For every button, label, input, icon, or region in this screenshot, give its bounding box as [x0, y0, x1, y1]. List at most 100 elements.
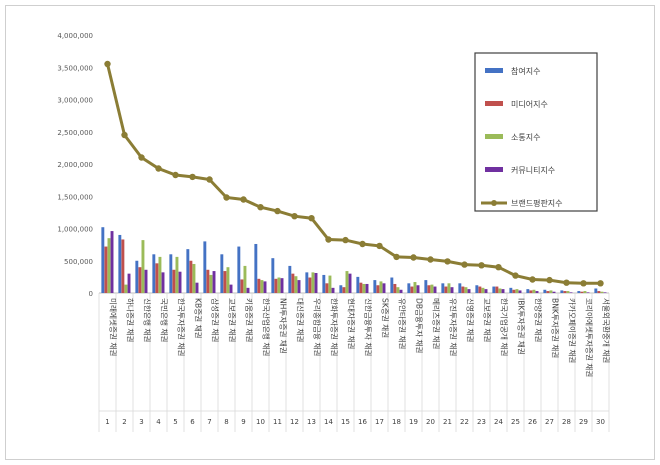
bar — [229, 284, 233, 293]
bar — [212, 271, 216, 293]
category-label: 신영증권 채권 — [466, 298, 476, 342]
y-tick-label: 1,000,000 — [57, 226, 93, 234]
bar — [356, 276, 360, 294]
bar — [393, 283, 397, 293]
bar — [135, 260, 139, 293]
bar — [138, 267, 142, 293]
bar — [597, 291, 601, 293]
bar — [376, 285, 380, 293]
bar — [552, 291, 556, 293]
bar — [223, 271, 227, 293]
bar — [512, 289, 516, 293]
bar — [560, 290, 564, 293]
category-label: 유진투자증권 채권 — [449, 298, 459, 356]
line-point — [325, 236, 332, 243]
category-label: 유안타증권 채권 — [398, 298, 408, 349]
bar — [127, 273, 131, 293]
category-label: 미래에셋증권 채권 — [109, 298, 119, 356]
bar — [526, 289, 530, 293]
rank-label: 7 — [207, 418, 211, 426]
bar — [603, 292, 607, 293]
bar — [322, 274, 326, 293]
bar — [481, 287, 485, 293]
rank-label: 20 — [426, 418, 435, 426]
y-tick-label: 3,000,000 — [57, 97, 93, 105]
category-label: 한화투자증권 채권 — [330, 298, 340, 356]
bar — [464, 287, 468, 293]
bar — [155, 263, 159, 293]
bar — [600, 291, 604, 293]
y-tick-label: 2,500,000 — [57, 129, 93, 137]
bar — [532, 289, 536, 293]
bar — [444, 286, 448, 293]
line-point — [189, 173, 196, 181]
bar — [348, 273, 352, 293]
bar — [254, 243, 258, 293]
bar — [110, 231, 114, 293]
bar — [484, 289, 488, 293]
category-label: 우리종합금융 채권 — [313, 298, 323, 356]
bar — [577, 291, 581, 293]
legend-swatch — [485, 134, 503, 139]
bar — [172, 269, 176, 293]
legend-swatch — [485, 68, 503, 73]
bar — [206, 269, 210, 293]
bar — [535, 291, 539, 293]
bar — [410, 286, 414, 293]
bar — [441, 283, 445, 293]
category-label: 현대차증권 채권 — [347, 298, 357, 349]
line-point — [138, 154, 145, 161]
bar — [325, 283, 329, 293]
bar — [274, 278, 278, 293]
rank-label: 19 — [409, 418, 418, 426]
bar — [413, 282, 417, 293]
line-point — [274, 207, 281, 215]
rank-label: 17 — [375, 418, 384, 426]
bar — [144, 269, 148, 293]
bar — [220, 254, 224, 293]
y-tick-label: 500,000 — [64, 258, 93, 266]
bar — [498, 288, 502, 293]
line-point — [155, 165, 162, 172]
bar — [563, 291, 567, 293]
bar — [118, 234, 122, 293]
rank-label: 13 — [307, 418, 316, 426]
rank-label: 5 — [173, 418, 177, 426]
bar — [195, 282, 199, 293]
bar — [390, 277, 394, 293]
category-label: 한국산업은행 채권 — [262, 298, 272, 356]
line-point — [495, 264, 502, 271]
bar — [580, 291, 584, 293]
bar — [331, 287, 335, 293]
rank-label: 29 — [579, 418, 588, 426]
legend-label: 미디어지수 — [511, 99, 548, 109]
line-point — [580, 280, 587, 287]
bar — [359, 282, 363, 293]
bar — [280, 278, 284, 293]
rank-label: 12 — [290, 418, 299, 426]
category-label: 메리츠증권 채권 — [432, 298, 442, 349]
bar — [124, 284, 128, 293]
bar — [518, 290, 522, 293]
category-label: IBK투자증권 채권 — [517, 298, 527, 355]
rank-label: 1 — [105, 418, 109, 426]
bar — [339, 285, 343, 293]
line-point — [172, 171, 179, 179]
bar — [305, 272, 309, 293]
bar — [433, 286, 437, 293]
legend-swatch — [485, 101, 503, 106]
bar — [569, 292, 573, 293]
category-label: 카카오페이증권 채권 — [568, 298, 578, 363]
bar — [365, 283, 369, 293]
brand-reputation-chart: 0 500,000 1,000,000 1,500,000 2,000,000 2,500… — [57, 32, 612, 432]
line-point — [257, 204, 264, 211]
line-layer — [104, 60, 604, 287]
bars-layer — [101, 227, 607, 294]
bar — [152, 254, 156, 293]
line-point — [478, 262, 485, 269]
category-label: 한국투자증권 채권 — [177, 298, 187, 356]
bar — [475, 285, 479, 293]
y-tick-label: 2,000,000 — [57, 161, 93, 169]
bar — [314, 273, 318, 293]
bar — [509, 287, 513, 293]
